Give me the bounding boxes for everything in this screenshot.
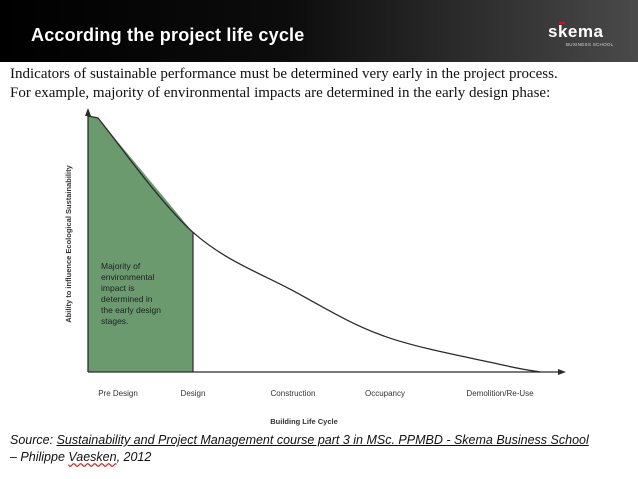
intro-line-1: Indicators of sustainable performance mu… bbox=[10, 66, 558, 82]
skema-logo: skema BUSINESS SCHOOL bbox=[548, 22, 618, 52]
logo-subtitle: BUSINESS SCHOOL bbox=[566, 42, 614, 47]
annotation-line-4: determined in bbox=[101, 294, 153, 304]
category-label-construction: Construction bbox=[271, 389, 316, 398]
source-prefix: Source: bbox=[10, 433, 57, 447]
sustainability-curve bbox=[87, 115, 541, 373]
x-axis-label: Building Life Cycle bbox=[270, 417, 338, 426]
source-author-prefix: – Philippe bbox=[10, 450, 69, 464]
annotation-line-1: Majority of bbox=[101, 261, 141, 271]
logo-accent-mark bbox=[559, 22, 565, 24]
y-axis-label: Ability to influence Ecological Sustaina… bbox=[64, 164, 73, 322]
category-label-demolition-re-use: Demolition/Re-Use bbox=[466, 389, 534, 398]
y-axis-arrow-icon bbox=[85, 108, 91, 116]
annotation-line-2: environmental bbox=[101, 272, 155, 282]
annotation-line-6: stages. bbox=[101, 316, 128, 326]
category-label-occupancy: Occupancy bbox=[365, 389, 405, 398]
shaded-area-predesign-design bbox=[88, 116, 193, 372]
slide-title: According the project life cycle bbox=[31, 25, 305, 45]
source-author-name: Vaesken bbox=[68, 450, 117, 464]
category-label-design: Design bbox=[181, 389, 206, 398]
logo-wordmark: skema bbox=[548, 22, 604, 41]
annotation-line-5: the early design bbox=[101, 305, 161, 315]
intro-line-2: For example, majority of environmental i… bbox=[10, 85, 551, 101]
x-axis-arrow-icon bbox=[558, 369, 566, 375]
source-year: , 2012 bbox=[116, 450, 152, 464]
category-label-pre-design: Pre Design bbox=[98, 389, 138, 398]
intro-text: Indicators of sustainable performance mu… bbox=[10, 65, 630, 103]
source-link[interactable]: Sustainability and Project Management co… bbox=[56, 433, 589, 447]
header-bar: According the project life cycle skema B… bbox=[0, 0, 638, 62]
source-citation: Source: Sustainability and Project Manag… bbox=[10, 432, 630, 466]
annotation-line-3: impact is bbox=[101, 283, 135, 293]
